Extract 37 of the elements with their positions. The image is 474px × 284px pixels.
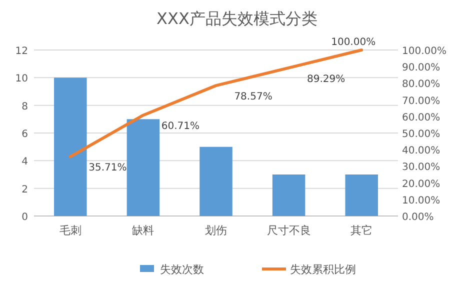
y-tick-label: 8 <box>22 101 28 112</box>
x-tick-label: 尺寸不良 <box>266 224 311 237</box>
y-tick-label: 6 <box>22 129 28 140</box>
y-tick-label: 10 <box>15 74 28 85</box>
line-series <box>68 48 364 158</box>
data-label: 89.29% <box>307 74 346 85</box>
y2-tick-label: 10.00% <box>402 195 440 206</box>
y2-tick-label: 80.00% <box>402 79 440 90</box>
data-label: 78.57% <box>234 92 272 103</box>
y-tick-label: 0 <box>22 212 28 223</box>
y2-tick-label: 0.00% <box>402 212 434 223</box>
y-tick-label: 2 <box>22 184 28 196</box>
y-tick-label: 4 <box>22 156 28 168</box>
bar <box>272 174 306 216</box>
bar <box>54 78 87 216</box>
y2-tick-label: 20.00% <box>402 178 440 190</box>
bar <box>200 146 232 216</box>
chart-title: XXX产品失效模式分类 <box>156 9 318 28</box>
y2-tick-label: 30.00% <box>402 162 440 174</box>
legend-label: 失效次数 <box>160 263 204 276</box>
y2-tick-label: 50.00% <box>402 129 440 140</box>
x-tick-label: 缺料 <box>132 224 154 237</box>
x-tick-label: 划伤 <box>205 224 227 237</box>
legend-label: 失效累积比例 <box>290 263 356 276</box>
bar <box>126 119 160 216</box>
y-tick-label: 12 <box>15 46 28 57</box>
bar <box>345 174 378 216</box>
x-tick-label: 毛刺 <box>59 224 82 237</box>
y2-tick-label: 40.00% <box>402 146 440 157</box>
y2-tick-label: 70.00% <box>402 96 440 107</box>
data-label: 60.71% <box>161 121 200 132</box>
x-tick-label: 其它 <box>350 224 373 237</box>
y2-tick-label: 100.00% <box>402 46 446 57</box>
y2-tick-label: 90.00% <box>402 62 440 74</box>
y2-tick-label: 60.00% <box>402 112 440 124</box>
data-label: 100.00% <box>331 37 376 48</box>
data-label: 35.71% <box>88 162 127 174</box>
